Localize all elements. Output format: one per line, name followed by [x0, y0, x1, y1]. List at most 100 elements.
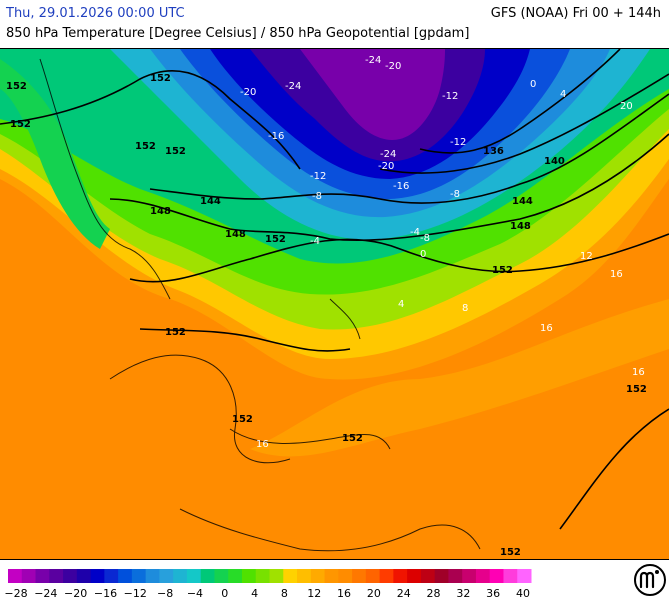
legend-swatch	[269, 569, 284, 583]
isotherm-label: 0	[530, 79, 536, 90]
legend-swatch	[76, 569, 92, 583]
isotherm-label: -12	[442, 91, 458, 102]
legend-swatch	[324, 569, 339, 583]
geopotential-label: 140	[544, 156, 565, 167]
temperature-legend: −28 −24 −20 −16 −12 −8 −4 0 4 8 12 16 20 24 28 32 36 40	[4, 564, 666, 600]
legend-swatch	[63, 569, 78, 583]
legend-color-scale	[8, 569, 532, 583]
legend-swatch	[407, 569, 422, 583]
legend-swatch	[420, 569, 436, 583]
legend-swatch	[90, 569, 105, 583]
coastline-gulf	[109, 354, 291, 464]
coastline-west	[39, 58, 171, 300]
isotherm-label: -24	[380, 149, 396, 160]
legend-swatch	[35, 569, 50, 583]
map-title: 850 hPa Temperature [Degree Celsius] / 8…	[6, 26, 470, 41]
legend-tick-label: 24	[397, 587, 411, 600]
geopotential-label: 152	[626, 384, 647, 395]
legend-tick-label: −24	[34, 587, 57, 600]
isotherm-label: -20	[385, 61, 401, 72]
legend-swatch	[200, 569, 215, 583]
geopotential-label: 152	[135, 141, 156, 152]
legend-swatch	[448, 569, 463, 583]
geopotential-label: 152	[265, 234, 286, 245]
geopotential-label: 152	[10, 119, 31, 130]
geopotential-contour-144	[149, 93, 669, 204]
legend-swatch	[255, 569, 270, 583]
legend-tick-label: 32	[456, 587, 470, 600]
geopotential-contour-152-south	[139, 328, 351, 352]
legend-tick-label: −4	[187, 587, 203, 600]
legend-swatch	[297, 569, 312, 583]
legend-swatch	[186, 569, 202, 583]
coastline-central	[229, 428, 391, 450]
isotherm-label: 8	[462, 303, 468, 314]
legend-swatch	[393, 569, 408, 583]
geopotential-label: 148	[150, 206, 171, 217]
isotherm-label: -20	[378, 161, 394, 172]
legend-swatch	[8, 569, 23, 583]
meteologix-logo-icon	[634, 564, 666, 596]
legend-swatch	[104, 569, 119, 583]
legend-swatch	[365, 569, 381, 583]
legend-tick-label: 0	[221, 587, 228, 600]
isotherm-label: 20	[620, 101, 633, 112]
isotherm-label: 16	[256, 439, 269, 450]
legend-tick-label: 8	[281, 587, 288, 600]
legend-swatch	[352, 569, 367, 583]
legend-tick-label: 4	[251, 587, 258, 600]
geopotential-label: 144	[200, 196, 221, 207]
geopotential-label: 152	[492, 265, 513, 276]
legend-swatch	[145, 569, 160, 583]
geopotential-label: 152	[165, 146, 186, 157]
legend-swatch	[131, 569, 147, 583]
legend-tick-label: −12	[124, 587, 147, 600]
geopotential-contour-152-north	[0, 70, 301, 170]
legend-tick-label: −16	[94, 587, 117, 600]
legend-tick-label: −8	[157, 587, 173, 600]
legend-swatch	[379, 569, 394, 583]
isotherm-label: -24	[285, 81, 301, 92]
geopotential-label: 148	[225, 229, 246, 240]
legend-swatch	[173, 569, 188, 583]
legend-swatch	[434, 569, 449, 583]
temp-band-16-south	[250, 299, 669, 457]
coastline-cuba	[329, 298, 361, 340]
legend-swatch	[310, 569, 326, 583]
legend-swatch	[475, 569, 491, 583]
isotherm-label: -12	[450, 137, 466, 148]
legend-swatch	[21, 569, 37, 583]
isotherm-label: -16	[268, 131, 284, 142]
isotherm-label: -4	[310, 236, 320, 247]
isotherm-label: -8	[420, 233, 430, 244]
legend-tick-labels: −28 −24 −20 −16 −12 −8 −4 0 4 8 12 16 20 24 28 32 36 40	[4, 587, 530, 600]
legend-tick-label: −20	[64, 587, 87, 600]
legend-swatch	[503, 569, 518, 583]
isotherm-label: -20	[240, 87, 256, 98]
geopotential-label: 152	[500, 547, 521, 558]
isotherm-label: -12	[310, 171, 326, 182]
legend-tick-label: 36	[486, 587, 500, 600]
geopotential-label: 152	[232, 414, 253, 425]
legend-swatch	[283, 569, 298, 583]
geopotential-contour-140	[379, 73, 669, 174]
temp-band-m24	[300, 49, 445, 140]
isotherm-label: 0	[420, 249, 426, 260]
geopotential-contour-136	[419, 49, 621, 154]
isotherm-label: 12	[580, 251, 593, 262]
weather-map: 152 152 152 152 148 144 148 152 136 140 …	[0, 48, 669, 560]
legend-swatch	[241, 569, 257, 583]
legend-swatch	[159, 569, 174, 583]
geopotential-label: 152	[165, 327, 186, 338]
legend-swatch	[228, 569, 243, 583]
legend-swatch	[49, 569, 64, 583]
map-header: Thu, 29.01.2026 00:00 UTC GFS (NOAA) Fri…	[0, 0, 669, 48]
legend-swatch	[517, 569, 532, 583]
temp-band-west-0	[0, 59, 110, 249]
legend-swatch	[462, 569, 477, 583]
geopotential-contour-152-east	[559, 408, 669, 530]
border-south	[179, 508, 481, 552]
isotherm-label: 4	[560, 89, 566, 100]
isotherm-label: 16	[632, 367, 645, 378]
model-run-label: GFS (NOAA) Fri 00 + 144h	[490, 6, 661, 21]
